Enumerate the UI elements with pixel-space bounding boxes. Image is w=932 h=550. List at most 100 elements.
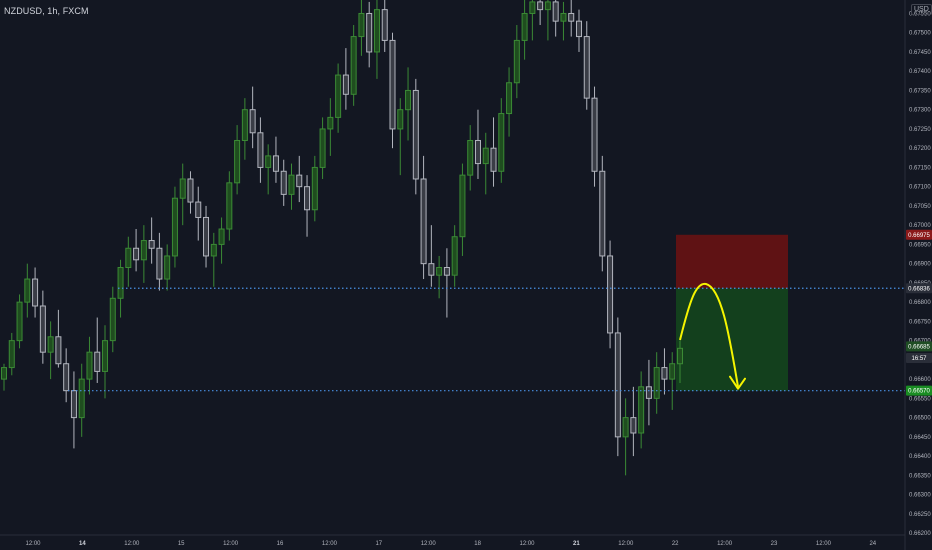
price-tick-label: 0.67050 bbox=[909, 204, 931, 210]
price-label-bg bbox=[906, 283, 932, 294]
time-tick-label: 21 bbox=[573, 541, 580, 547]
price-tick-label: 0.66550 bbox=[909, 396, 931, 402]
time-tick-label: 17 bbox=[375, 541, 382, 547]
candle-body bbox=[350, 36, 357, 95]
candle-body bbox=[280, 170, 287, 195]
candle-body bbox=[405, 89, 412, 111]
candle-body bbox=[482, 147, 489, 165]
price-tick-label: 0.67250 bbox=[909, 127, 931, 133]
candle-body bbox=[591, 97, 598, 172]
candle-body bbox=[39, 305, 46, 353]
price-tick-label: 0.67300 bbox=[909, 108, 931, 114]
candle-body bbox=[133, 247, 140, 261]
candle-body bbox=[32, 278, 39, 307]
candle-body bbox=[210, 243, 217, 257]
candle-body bbox=[171, 197, 178, 257]
price-tick-label: 0.67450 bbox=[909, 50, 931, 56]
candle-body bbox=[55, 336, 62, 365]
price-tick-label: 0.66950 bbox=[909, 242, 931, 248]
candle-body bbox=[669, 363, 676, 380]
time-tick-label: 23 bbox=[771, 541, 778, 547]
stop-loss-zone[interactable] bbox=[676, 234, 788, 289]
candle-body bbox=[490, 147, 497, 172]
time-tick-label: 18 bbox=[474, 541, 481, 547]
candles bbox=[1, 0, 683, 476]
candle-body bbox=[125, 247, 132, 269]
candle-body bbox=[78, 378, 85, 419]
price-tick-label: 0.66800 bbox=[909, 300, 931, 306]
candle-body bbox=[265, 155, 272, 168]
candle-body bbox=[451, 236, 458, 276]
candle-body bbox=[148, 240, 155, 249]
candle-body bbox=[552, 1, 559, 22]
candle-body bbox=[630, 417, 637, 434]
candle-body bbox=[296, 174, 303, 188]
candle-body bbox=[521, 12, 528, 41]
candle-body bbox=[389, 39, 396, 130]
time-tick-label: 12:00 bbox=[618, 541, 634, 547]
candle-body bbox=[544, 1, 551, 11]
price-tick-label: 0.67150 bbox=[909, 165, 931, 171]
candle-body bbox=[420, 178, 427, 265]
candle-body bbox=[677, 347, 683, 365]
time-tick-label: 12:00 bbox=[25, 541, 41, 547]
candle-body bbox=[94, 351, 101, 372]
candle-body bbox=[366, 12, 373, 53]
price-tick-label: 0.66200 bbox=[909, 531, 931, 537]
candle-body bbox=[8, 340, 15, 369]
candle-body bbox=[428, 263, 435, 276]
price-label-bg bbox=[906, 352, 932, 363]
candle-body bbox=[342, 74, 349, 95]
price-tick-label: 0.66900 bbox=[909, 262, 931, 268]
candle-body bbox=[319, 128, 326, 168]
candle-body bbox=[156, 247, 163, 280]
candle-body bbox=[498, 113, 505, 172]
candle-body bbox=[443, 267, 450, 276]
price-label-bg bbox=[906, 229, 932, 240]
time-tick-label: 12:00 bbox=[717, 541, 733, 547]
candle-body bbox=[560, 12, 567, 22]
take-profit-zone[interactable] bbox=[676, 288, 788, 391]
price-label-text: 0.66570 bbox=[908, 389, 930, 395]
time-tick-label: 12:00 bbox=[816, 541, 832, 547]
drawing-overlay[interactable] bbox=[679, 282, 746, 390]
position-zones[interactable] bbox=[676, 234, 788, 391]
candle-body bbox=[653, 367, 660, 399]
candle-body bbox=[24, 278, 31, 303]
candle-body bbox=[373, 9, 380, 53]
price-label: 0.66836 bbox=[906, 283, 932, 294]
arrow-head-icon bbox=[729, 375, 746, 390]
candle-body bbox=[638, 386, 645, 434]
price-tick-label: 0.67500 bbox=[909, 31, 931, 37]
time-tick-label: 12:00 bbox=[124, 541, 140, 547]
candle-body bbox=[140, 240, 147, 261]
candle-body bbox=[397, 109, 404, 130]
price-tick-label: 0.67350 bbox=[909, 88, 931, 94]
price-tick-label: 0.66600 bbox=[909, 377, 931, 383]
time-tick-label: 12:00 bbox=[322, 541, 338, 547]
price-tick-label: 0.66250 bbox=[909, 512, 931, 518]
candle-body bbox=[187, 178, 194, 203]
candle-body bbox=[599, 170, 606, 257]
candle-body bbox=[226, 182, 233, 230]
price-label-bg bbox=[906, 341, 932, 352]
price-tick-label: 0.66500 bbox=[909, 416, 931, 422]
time-tick-label: 15 bbox=[178, 541, 185, 547]
price-label-text: 0.66975 bbox=[908, 233, 930, 239]
candle-body bbox=[661, 367, 668, 380]
projection-arrow[interactable] bbox=[679, 282, 739, 387]
price-tick-label: 0.66300 bbox=[909, 493, 931, 499]
price-label: 0.66975 bbox=[906, 229, 932, 240]
candle-body bbox=[164, 255, 171, 280]
price-tick-label: 0.67400 bbox=[909, 69, 931, 75]
time-axis[interactable]: 12:00 14 12:00 15 12:00 16 12:00 17 12:00 18 12:00… bbox=[25, 541, 876, 547]
candle-body bbox=[102, 340, 109, 372]
candle-body bbox=[358, 12, 365, 38]
candle-body bbox=[109, 297, 116, 342]
currency-badge[interactable]: USD bbox=[911, 4, 932, 15]
candle-body bbox=[506, 82, 513, 115]
price-tick-label: 0.66350 bbox=[909, 473, 931, 479]
candle-body bbox=[241, 109, 248, 141]
price-label-text: 16:57 bbox=[911, 356, 927, 362]
